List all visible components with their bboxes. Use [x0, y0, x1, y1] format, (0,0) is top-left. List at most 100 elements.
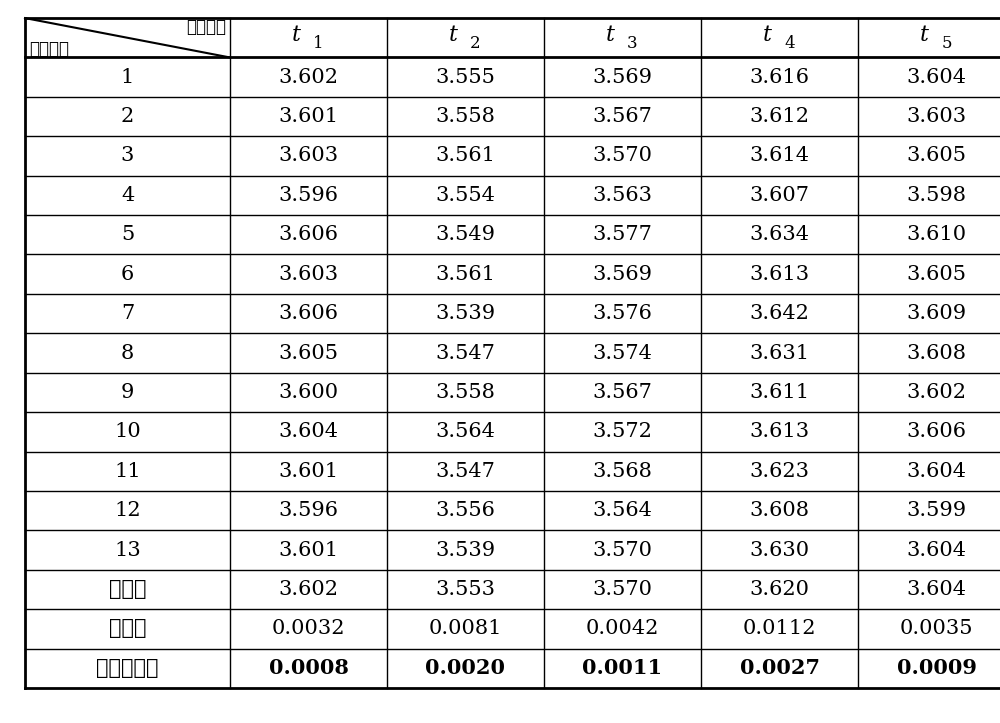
Text: 3.604: 3.604 [907, 68, 967, 87]
Text: 3.611: 3.611 [749, 383, 810, 402]
Text: 3.556: 3.556 [436, 501, 495, 520]
Text: 标准差: 标准差 [109, 620, 146, 638]
Text: 3.549: 3.549 [436, 226, 496, 244]
Text: 3: 3 [627, 35, 638, 52]
Text: 0.0011: 0.0011 [582, 658, 663, 678]
Text: 8: 8 [121, 343, 134, 362]
Text: 3.567: 3.567 [593, 383, 652, 402]
Text: 1: 1 [121, 68, 134, 87]
Text: 3.634: 3.634 [750, 226, 810, 244]
Text: 13: 13 [114, 541, 141, 560]
Text: t: t [763, 24, 772, 46]
Text: 4: 4 [784, 35, 795, 52]
Text: 0.0081: 0.0081 [429, 620, 502, 638]
Text: 3.620: 3.620 [750, 580, 810, 599]
Text: 3.610: 3.610 [906, 226, 967, 244]
Text: 3.555: 3.555 [436, 68, 495, 87]
Text: 3.605: 3.605 [907, 147, 967, 166]
Text: 3.567: 3.567 [593, 107, 652, 126]
Text: 3.613: 3.613 [749, 265, 810, 283]
Text: 3.607: 3.607 [750, 186, 810, 205]
Text: 2: 2 [470, 35, 481, 52]
Text: 3.613: 3.613 [749, 422, 810, 441]
Text: 3.577: 3.577 [593, 226, 652, 244]
Text: 3.547: 3.547 [436, 343, 495, 362]
Text: 1: 1 [313, 35, 324, 52]
Text: 0.0042: 0.0042 [586, 620, 659, 638]
Text: 3.570: 3.570 [592, 580, 652, 599]
Text: 7: 7 [121, 304, 134, 323]
Text: 3.608: 3.608 [750, 501, 810, 520]
Text: 3.604: 3.604 [907, 462, 967, 481]
Text: 3.596: 3.596 [278, 186, 338, 205]
Text: 0.0112: 0.0112 [743, 620, 816, 638]
Text: 3.602: 3.602 [278, 580, 338, 599]
Text: 3.553: 3.553 [436, 580, 496, 599]
Text: 3.574: 3.574 [593, 343, 652, 362]
Text: 3.642: 3.642 [750, 304, 809, 323]
Text: 11: 11 [114, 462, 141, 481]
Text: 5: 5 [121, 226, 134, 244]
Text: 3.606: 3.606 [278, 226, 338, 244]
Text: 3.570: 3.570 [592, 147, 652, 166]
Text: 标准差系数: 标准差系数 [96, 659, 159, 677]
Text: 3.570: 3.570 [592, 541, 652, 560]
Text: t: t [292, 24, 301, 46]
Text: 2: 2 [121, 107, 134, 126]
Text: t: t [449, 24, 458, 46]
Text: 3.576: 3.576 [593, 304, 652, 323]
Text: 9: 9 [121, 383, 134, 402]
Text: 3.609: 3.609 [906, 304, 967, 323]
Text: 3.608: 3.608 [907, 343, 967, 362]
Text: 3.605: 3.605 [278, 343, 338, 362]
Text: 3.564: 3.564 [593, 501, 652, 520]
Text: 3.563: 3.563 [592, 186, 652, 205]
Text: 0.0020: 0.0020 [426, 658, 506, 678]
Text: 3.603: 3.603 [278, 265, 339, 283]
Text: 3.601: 3.601 [278, 107, 339, 126]
Text: 0.0009: 0.0009 [897, 658, 977, 678]
Text: 3.558: 3.558 [436, 383, 495, 402]
Text: 3.614: 3.614 [750, 147, 810, 166]
Text: 3.606: 3.606 [278, 304, 338, 323]
Text: 3.558: 3.558 [436, 107, 495, 126]
Text: 3.601: 3.601 [278, 541, 339, 560]
Text: 3.631: 3.631 [749, 343, 810, 362]
Text: 3.554: 3.554 [436, 186, 495, 205]
Text: 3.630: 3.630 [749, 541, 810, 560]
Text: 3.539: 3.539 [435, 304, 496, 323]
Text: 3.604: 3.604 [907, 580, 967, 599]
Text: 3.598: 3.598 [907, 186, 967, 205]
Text: 3.600: 3.600 [278, 383, 339, 402]
Text: 3.612: 3.612 [750, 107, 810, 126]
Text: 3.596: 3.596 [278, 501, 338, 520]
Text: 3.605: 3.605 [907, 265, 967, 283]
Text: 3.602: 3.602 [278, 68, 338, 87]
Text: 3.539: 3.539 [435, 541, 496, 560]
Text: 3.569: 3.569 [592, 265, 652, 283]
Text: t: t [920, 24, 929, 46]
Text: 3.601: 3.601 [278, 462, 339, 481]
Text: 3.603: 3.603 [906, 107, 967, 126]
Text: 10: 10 [114, 422, 141, 441]
Text: 0.0008: 0.0008 [269, 658, 348, 678]
Text: 电池序号: 电池序号 [29, 40, 69, 58]
Text: 5: 5 [941, 35, 952, 52]
Text: 3.604: 3.604 [907, 541, 967, 560]
Text: 0.0035: 0.0035 [900, 620, 973, 638]
Text: 3.606: 3.606 [907, 422, 967, 441]
Text: 3.561: 3.561 [436, 265, 496, 283]
Text: 3.603: 3.603 [278, 147, 339, 166]
Text: 3.569: 3.569 [592, 68, 652, 87]
Text: 3: 3 [121, 147, 134, 166]
Text: 3.604: 3.604 [278, 422, 338, 441]
Text: 3.623: 3.623 [750, 462, 810, 481]
Text: 过程时刻: 过程时刻 [186, 18, 226, 35]
Text: 4: 4 [121, 186, 134, 205]
Text: 3.547: 3.547 [436, 462, 495, 481]
Text: 0.0027: 0.0027 [740, 658, 820, 678]
Text: 0.0032: 0.0032 [272, 620, 345, 638]
Text: 3.568: 3.568 [593, 462, 652, 481]
Text: 3.602: 3.602 [907, 383, 967, 402]
Text: 3.564: 3.564 [436, 422, 495, 441]
